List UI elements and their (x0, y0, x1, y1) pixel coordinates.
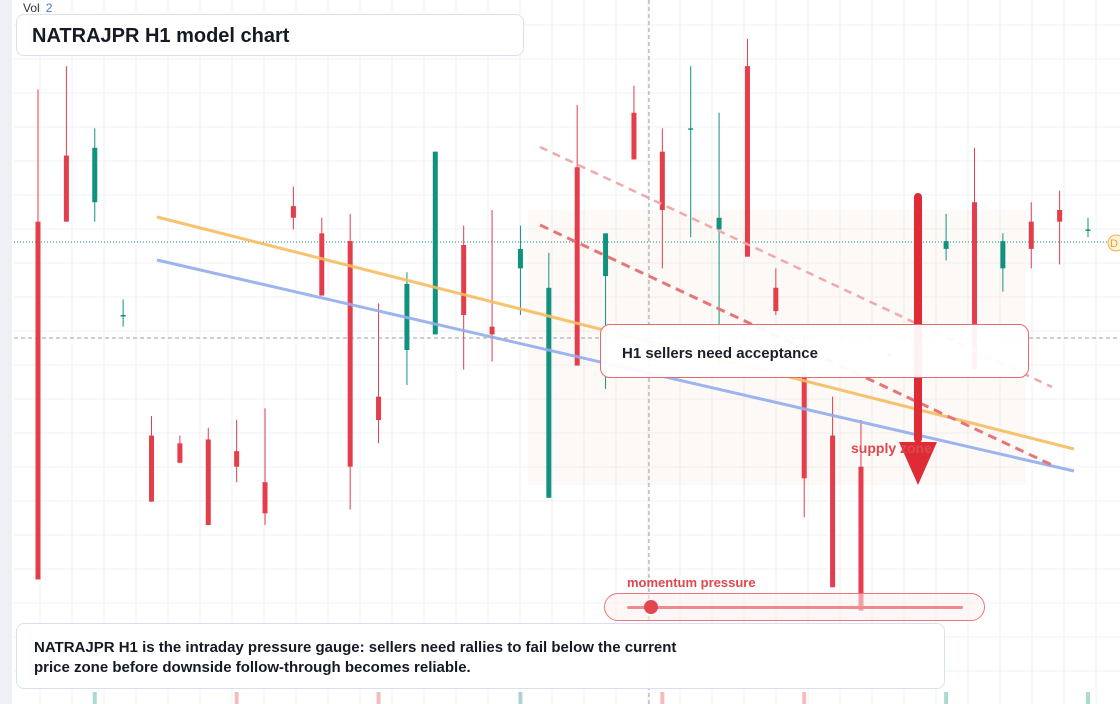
volume-bar (376, 692, 381, 704)
candle (404, 272, 410, 385)
callout-box: H1 sellers need acceptance (600, 324, 1029, 378)
candle-body (971, 202, 977, 370)
candle-body (1028, 221, 1034, 249)
candle-body (120, 315, 126, 317)
candle-body (943, 241, 949, 249)
candle-body (461, 245, 467, 315)
chart-title-box: NATRAJPR H1 model chart (16, 14, 524, 56)
candle (234, 420, 240, 483)
candle-body (773, 287, 779, 312)
candle (432, 151, 438, 335)
price-scale-strip (0, 0, 12, 704)
candle (120, 299, 126, 327)
volume-bar (1086, 692, 1090, 704)
candle-body (63, 155, 69, 222)
candle-body (262, 482, 268, 514)
candle-body (1085, 229, 1091, 231)
candle (546, 252, 552, 498)
candle (688, 66, 694, 238)
supply-zone-label: supply zone (851, 440, 932, 456)
candle-body (347, 241, 353, 467)
price-tag-dot (1107, 234, 1120, 252)
gauge-knob-icon (643, 600, 658, 614)
chart-title: NATRAJPR H1 model chart (32, 25, 290, 47)
candle (1085, 217, 1091, 238)
candle (319, 217, 325, 296)
candle (262, 408, 268, 525)
candle-body (858, 466, 864, 611)
candle (716, 112, 722, 366)
candle-body (631, 112, 637, 160)
volume-value: 2 (45, 1, 53, 15)
candle (858, 420, 864, 611)
candle-body (716, 217, 722, 230)
candles-group (35, 38, 1091, 611)
volume-label: Vol (23, 1, 40, 15)
candle-body (205, 439, 211, 525)
volume-bar (234, 692, 239, 704)
candle-body (489, 326, 495, 335)
candle-body (801, 373, 807, 479)
candle (290, 186, 296, 230)
candle-body (149, 435, 155, 502)
candle-body (177, 443, 183, 463)
candle-body (688, 128, 694, 130)
candle-body (603, 233, 609, 277)
candle-body (574, 167, 580, 366)
candle-body (1000, 241, 1006, 269)
volume-legend: Vol 2 (23, 1, 52, 15)
summary-note-box: NATRAJPR H1 is the intraday pressure gau… (16, 623, 945, 689)
candle (35, 89, 41, 580)
candle-body (659, 151, 665, 210)
candle-body (744, 66, 750, 257)
candle (517, 225, 523, 315)
volume-bar (802, 692, 807, 704)
volume-bar (944, 692, 949, 704)
candle-body (432, 151, 438, 335)
candle-body (234, 451, 240, 467)
volume-bar (92, 692, 97, 704)
grid (14, 0, 1120, 704)
candle (631, 85, 637, 160)
candle-body (92, 147, 98, 203)
candle (347, 213, 353, 510)
candle (149, 416, 155, 502)
down-arrow-icon (899, 193, 937, 485)
price-tag-label: D (1110, 238, 1118, 250)
candle (1057, 190, 1063, 265)
candle (773, 268, 779, 315)
candle (376, 303, 382, 444)
candle (943, 213, 949, 261)
light-red-dashed-trendline (539, 145, 1053, 389)
candle-body (830, 435, 836, 588)
candle-body (376, 396, 382, 420)
candle-body (290, 206, 296, 218)
summary-note-text: NATRAJPR H1 is the intraday pressure gau… (34, 639, 677, 676)
gauge-label: momentum pressure (627, 575, 756, 590)
candle (659, 128, 665, 269)
callout-text: H1 sellers need acceptance (622, 345, 818, 362)
candle-body (319, 233, 325, 296)
candle (205, 427, 211, 525)
volume-group (92, 692, 1090, 704)
candle (63, 66, 69, 222)
candle-body (546, 287, 552, 498)
candle (744, 38, 750, 257)
candle (574, 105, 580, 366)
volume-bar (518, 692, 523, 704)
candle (1000, 233, 1006, 292)
candle-body (517, 248, 523, 269)
candle-body (35, 221, 41, 580)
gauge-track (627, 606, 963, 609)
red-dashed-trendline (539, 223, 1053, 467)
volume-bar (660, 692, 665, 704)
candle (1028, 202, 1034, 269)
candle-body (1057, 210, 1063, 222)
momentum-gauge (604, 593, 985, 621)
candle (830, 396, 836, 588)
candle (92, 128, 98, 222)
candle (177, 435, 183, 463)
candle (461, 225, 467, 370)
